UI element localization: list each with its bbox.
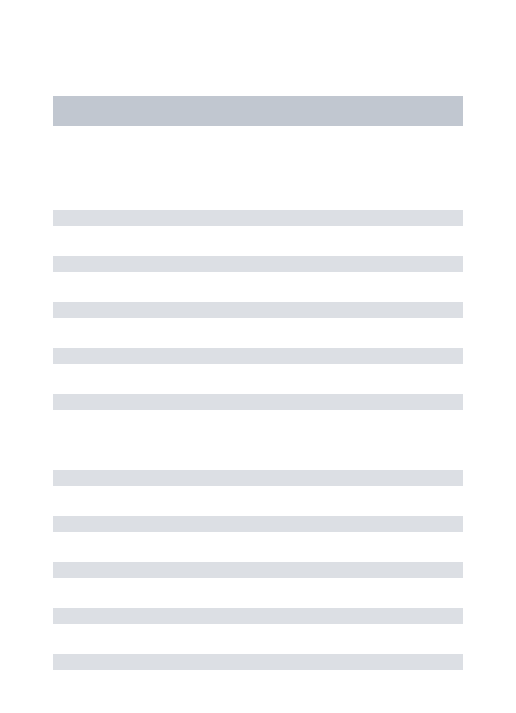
skeleton-line: [53, 608, 463, 624]
skeleton-line: [53, 348, 463, 364]
skeleton-title-bar: [53, 96, 463, 126]
skeleton-line: [53, 516, 463, 532]
skeleton-container: [0, 0, 516, 670]
skeleton-line: [53, 256, 463, 272]
group-gap: [53, 440, 463, 470]
skeleton-line: [53, 210, 463, 226]
skeleton-line: [53, 302, 463, 318]
skeleton-line: [53, 562, 463, 578]
skeleton-line: [53, 470, 463, 486]
skeleton-line: [53, 654, 463, 670]
skeleton-line: [53, 394, 463, 410]
